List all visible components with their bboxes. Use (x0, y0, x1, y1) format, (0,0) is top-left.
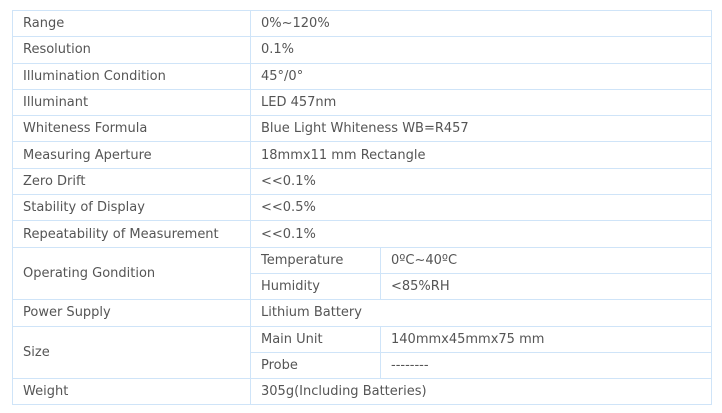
sub-label: Humidity (250, 272, 381, 301)
table-row: Repeatability of Measurement <<0.1% (12, 220, 712, 248)
spec-value: 0.1% (250, 36, 712, 64)
spec-value: <<0.5% (250, 194, 712, 222)
table-row: Measuring Aperture 18mmx11 mm Rectangle (12, 141, 712, 169)
spec-label: Range (12, 9, 251, 38)
table-row: Operating Gondition Temperature 0ºC~40ºC (12, 246, 712, 301)
spec-value: Blue Light Whiteness WB=R457 (250, 115, 712, 143)
spec-label: Illumination Condition (12, 62, 251, 90)
sub-value: 140mmx45mmx75 mm (380, 325, 712, 353)
spec-label: Operating Gondition (12, 246, 251, 301)
spec-value: Lithium Battery (250, 299, 712, 327)
spec-label: Weight (12, 378, 251, 406)
table-row: Resolution 0.1% (12, 36, 712, 64)
spec-label: Zero Drift (12, 167, 251, 196)
table-row: Illuminant LED 457nm (12, 88, 712, 117)
spec-value: <<0.1% (250, 167, 712, 196)
table-row: Probe -------- (13, 351, 712, 380)
sub-value: -------- (380, 351, 712, 380)
spec-value: 18mmx11 mm Rectangle (250, 141, 712, 169)
spec-label: Size (12, 325, 251, 380)
spec-table: Range 0%~120% Resolution 0.1% Illumination… (12, 9, 712, 406)
table-row: Illumination Condition 45°/0° (12, 62, 712, 90)
spec-label: Repeatability of Measurement (12, 220, 251, 248)
spec-label: Illuminant (12, 88, 251, 117)
table-row: Stability of Display <<0.5% (12, 194, 712, 222)
spec-value: 45°/0° (250, 62, 712, 90)
table-row: Range 0%~120% (12, 9, 712, 38)
spec-label: Whiteness Formula (12, 115, 251, 143)
table-row: Power Supply Lithium Battery (12, 299, 712, 327)
spec-label: Resolution (12, 36, 251, 64)
spec-label: Stability of Display (12, 194, 251, 222)
sub-label: Temperature (250, 246, 381, 274)
table-row: Weight 305g(Including Batteries) (12, 378, 712, 406)
spec-value: LED 457nm (250, 88, 712, 117)
sub-value: 0ºC~40ºC (380, 246, 712, 274)
table-row: Humidity <85%RH (13, 272, 712, 301)
spec-value: 0%~120% (250, 9, 712, 38)
sub-label: Probe (250, 351, 381, 380)
spec-value: 305g(Including Batteries) (250, 378, 712, 406)
spec-label: Power Supply (12, 299, 251, 327)
table-row: Zero Drift <<0.1% (12, 167, 712, 196)
table-row: Size Main Unit 140mmx45mmx75 mm (12, 325, 712, 380)
spec-value: <<0.1% (250, 220, 712, 248)
sub-value: <85%RH (380, 272, 712, 301)
sub-label: Main Unit (250, 325, 381, 353)
spec-label: Measuring Aperture (12, 141, 251, 169)
table-row: Whiteness Formula Blue Light Whiteness WB… (12, 115, 712, 143)
